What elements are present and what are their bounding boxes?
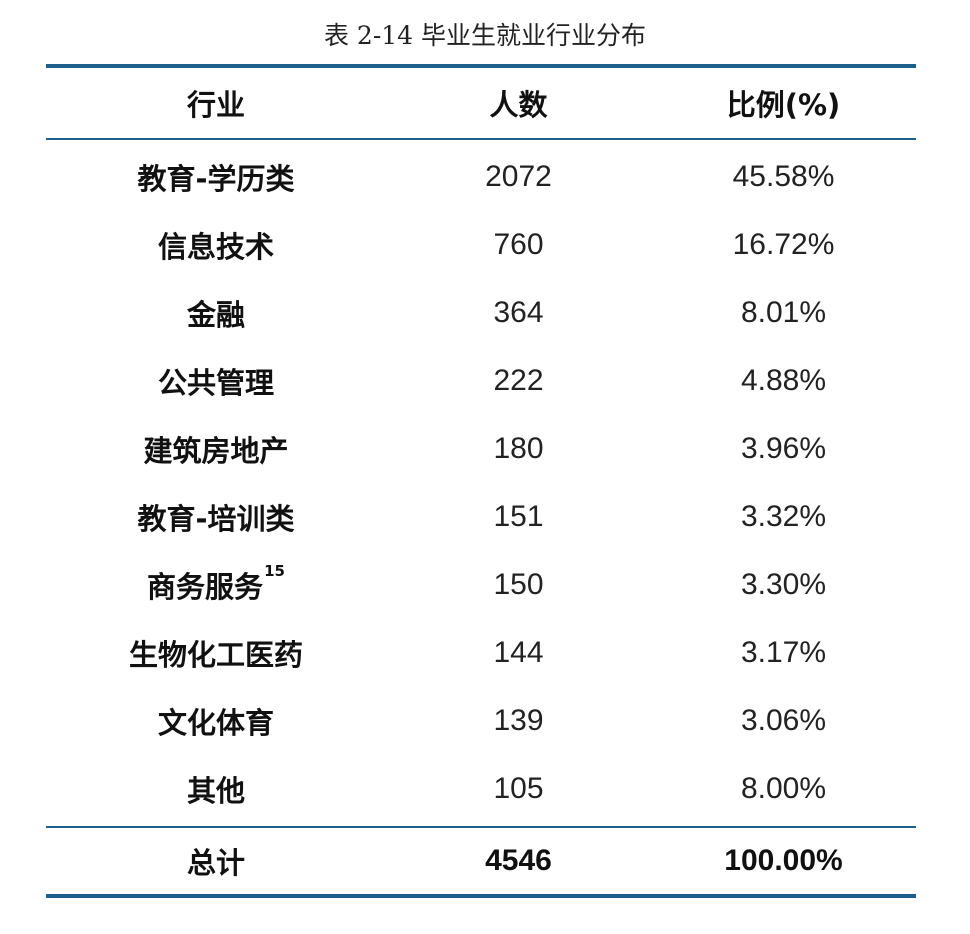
table-row: 教育-培训类 151 3.32%	[46, 483, 916, 551]
industry-distribution-table: 行业 人数 比例(%) 教育-学历类 2072 45.58% 信息技术 760 …	[46, 64, 916, 898]
count-cell: 150	[493, 568, 544, 601]
ratio-cell: 4.88%	[740, 364, 827, 397]
ratio-cell: 3.30%	[740, 568, 827, 601]
ratio-cell: 3.06%	[740, 704, 827, 737]
ratio-cell: 45.58%	[732, 160, 835, 193]
table-header-row: 行业 人数 比例(%)	[46, 68, 916, 138]
ratio-cell: 8.00%	[740, 772, 827, 805]
count-cell: 760	[493, 228, 544, 261]
table-caption: 表 2-14 毕业生就业行业分布	[323, 21, 647, 50]
header-count: 人数	[489, 88, 548, 122]
industry-cell: 生物化工医药	[128, 638, 303, 672]
total-label: 总计	[186, 846, 245, 880]
table-row: 建筑房地产 180 3.96%	[46, 415, 916, 483]
table-row: 商务服务15 150 3.30%	[46, 551, 916, 619]
count-cell: 105	[493, 772, 544, 805]
industry-cell: 其他	[186, 774, 245, 808]
count-cell: 139	[493, 704, 544, 737]
ratio-cell: 3.96%	[740, 432, 827, 465]
count-cell: 364	[493, 296, 544, 329]
table-row: 教育-学历类 2072 45.58%	[46, 143, 916, 211]
table-total-row: 总计 4546 100.00%	[46, 828, 916, 894]
industry-cell: 商务服务15	[46, 562, 386, 606]
table-row: 金融 364 8.01%	[46, 279, 916, 347]
ratio-cell: 3.32%	[740, 500, 827, 533]
ratio-cell: 8.01%	[740, 296, 827, 329]
header-industry: 行业	[186, 88, 245, 122]
total-rule	[46, 826, 916, 828]
table-row: 生物化工医药 144 3.17%	[46, 619, 916, 687]
header-rule	[46, 138, 916, 140]
table-row: 公共管理 222 4.88%	[46, 347, 916, 415]
industry-cell: 公共管理	[157, 366, 274, 400]
industry-cell: 信息技术	[157, 230, 274, 264]
ratio-cell: 3.17%	[740, 636, 827, 669]
count-cell: 180	[493, 432, 544, 465]
total-ratio: 100.00%	[724, 844, 843, 877]
total-count: 4546	[485, 844, 552, 877]
table-row: 信息技术 760 16.72%	[46, 211, 916, 279]
industry-cell: 教育-培训类	[137, 502, 295, 536]
ratio-cell: 16.72%	[732, 228, 835, 261]
count-cell: 2072	[485, 160, 552, 193]
table-top-rule	[46, 64, 916, 68]
industry-cell: 建筑房地产	[143, 434, 289, 468]
table-row: 文化体育 139 3.06%	[46, 687, 916, 755]
count-cell: 151	[493, 500, 544, 533]
industry-cell: 文化体育	[157, 706, 274, 740]
industry-cell: 金融	[186, 298, 245, 332]
footnote-marker: 15	[264, 562, 285, 580]
count-cell: 222	[493, 364, 544, 397]
table-bottom-rule	[46, 894, 916, 898]
industry-cell: 教育-学历类	[137, 162, 295, 196]
table-row: 其他 105 8.00%	[46, 755, 916, 823]
count-cell: 144	[493, 636, 544, 669]
header-ratio: 比例(%)	[726, 88, 841, 122]
industry-label: 商务服务	[147, 570, 264, 604]
